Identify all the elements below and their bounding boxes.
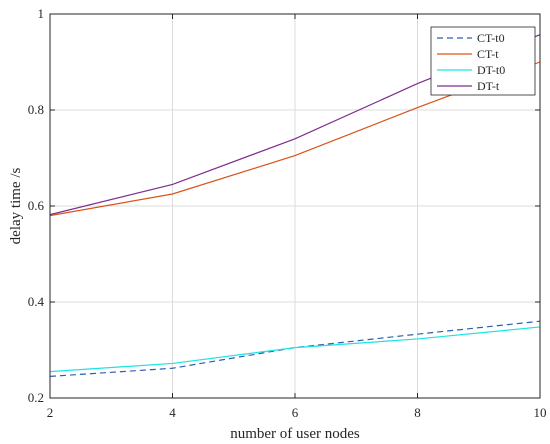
series-line-ct-t0 xyxy=(49,320,541,377)
series-line-dt-t0 xyxy=(49,326,541,373)
x-tick-label: 2 xyxy=(47,405,54,420)
x-tick-label: 10 xyxy=(534,405,547,420)
legend-label-dt-t0: DT-t0 xyxy=(477,63,505,77)
y-tick-label: 0.6 xyxy=(28,198,45,213)
legend: CT-t0 CT-t DT-t0 DT-t xyxy=(430,26,536,96)
legend-label-ct-t: CT-t xyxy=(477,47,499,61)
legend-label-ct-t0: CT-t0 xyxy=(477,31,505,45)
tick-labels: 2 4 6 8 10 0.2 0.4 0.6 0.8 1 xyxy=(28,6,547,420)
y-tick-label: 1 xyxy=(38,6,45,21)
y-tick-label: 0.2 xyxy=(28,390,44,405)
x-tick-label: 4 xyxy=(169,405,176,420)
ticks xyxy=(49,13,541,399)
x-tick-label: 6 xyxy=(292,405,299,420)
y-tick-label: 0.8 xyxy=(28,102,44,117)
y-axis-label: delay time /s xyxy=(8,168,24,245)
legend-label-dt-t: DT-t xyxy=(477,79,500,93)
y-tick-label: 0.4 xyxy=(28,294,45,309)
x-axis-label: number of user nodes xyxy=(230,426,360,442)
x-tick-label: 8 xyxy=(414,405,421,420)
